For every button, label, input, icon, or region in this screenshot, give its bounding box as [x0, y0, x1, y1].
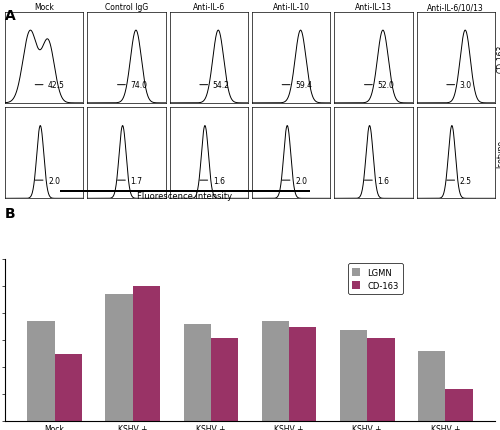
Bar: [184, 324, 211, 421]
Text: 3.0: 3.0: [460, 81, 472, 90]
Text: CD-163: CD-163: [496, 44, 500, 72]
Title: KSHV +
Anti-IL-13: KSHV + Anti-IL-13: [355, 0, 392, 12]
Text: 42.5: 42.5: [48, 81, 65, 90]
Text: 74.0: 74.0: [130, 81, 148, 90]
Bar: [28, 321, 54, 421]
Bar: [54, 355, 82, 421]
Text: 2.0: 2.0: [48, 176, 60, 185]
Bar: [418, 351, 446, 421]
Text: B: B: [5, 206, 15, 220]
Text: A: A: [5, 9, 16, 22]
Text: 52.0: 52.0: [378, 81, 394, 90]
Bar: [367, 338, 394, 421]
Text: 1.7: 1.7: [130, 176, 142, 185]
Title: KSHV +
Control IgG: KSHV + Control IgG: [105, 0, 148, 12]
Title: KSHV +
Anti-IL-6: KSHV + Anti-IL-6: [192, 0, 225, 12]
Text: 1.6: 1.6: [213, 176, 225, 185]
Text: 59.4: 59.4: [295, 81, 312, 90]
Title: KSHV +
Anti-IL-6/10/13: KSHV + Anti-IL-6/10/13: [428, 0, 484, 12]
Title: Mock: Mock: [34, 3, 54, 12]
Y-axis label: % of Max DC-163+: % of Max DC-163+: [0, 22, 2, 94]
Bar: [289, 328, 316, 421]
Text: 2.0: 2.0: [295, 176, 307, 185]
Text: Isotype: Isotype: [496, 139, 500, 167]
Text: 1.6: 1.6: [378, 176, 390, 185]
Text: Fluorescence intensity: Fluorescence intensity: [138, 191, 232, 200]
Bar: [262, 321, 289, 421]
Text: 2.5: 2.5: [460, 176, 471, 185]
Bar: [133, 287, 160, 421]
Bar: [340, 330, 367, 421]
Legend: LGMN, CD-163: LGMN, CD-163: [348, 264, 403, 294]
Title: KSHV +
Anti-IL-10: KSHV + Anti-IL-10: [272, 0, 310, 12]
Bar: [211, 338, 238, 421]
Text: 54.2: 54.2: [213, 81, 230, 90]
Bar: [106, 294, 133, 421]
Bar: [446, 389, 472, 421]
